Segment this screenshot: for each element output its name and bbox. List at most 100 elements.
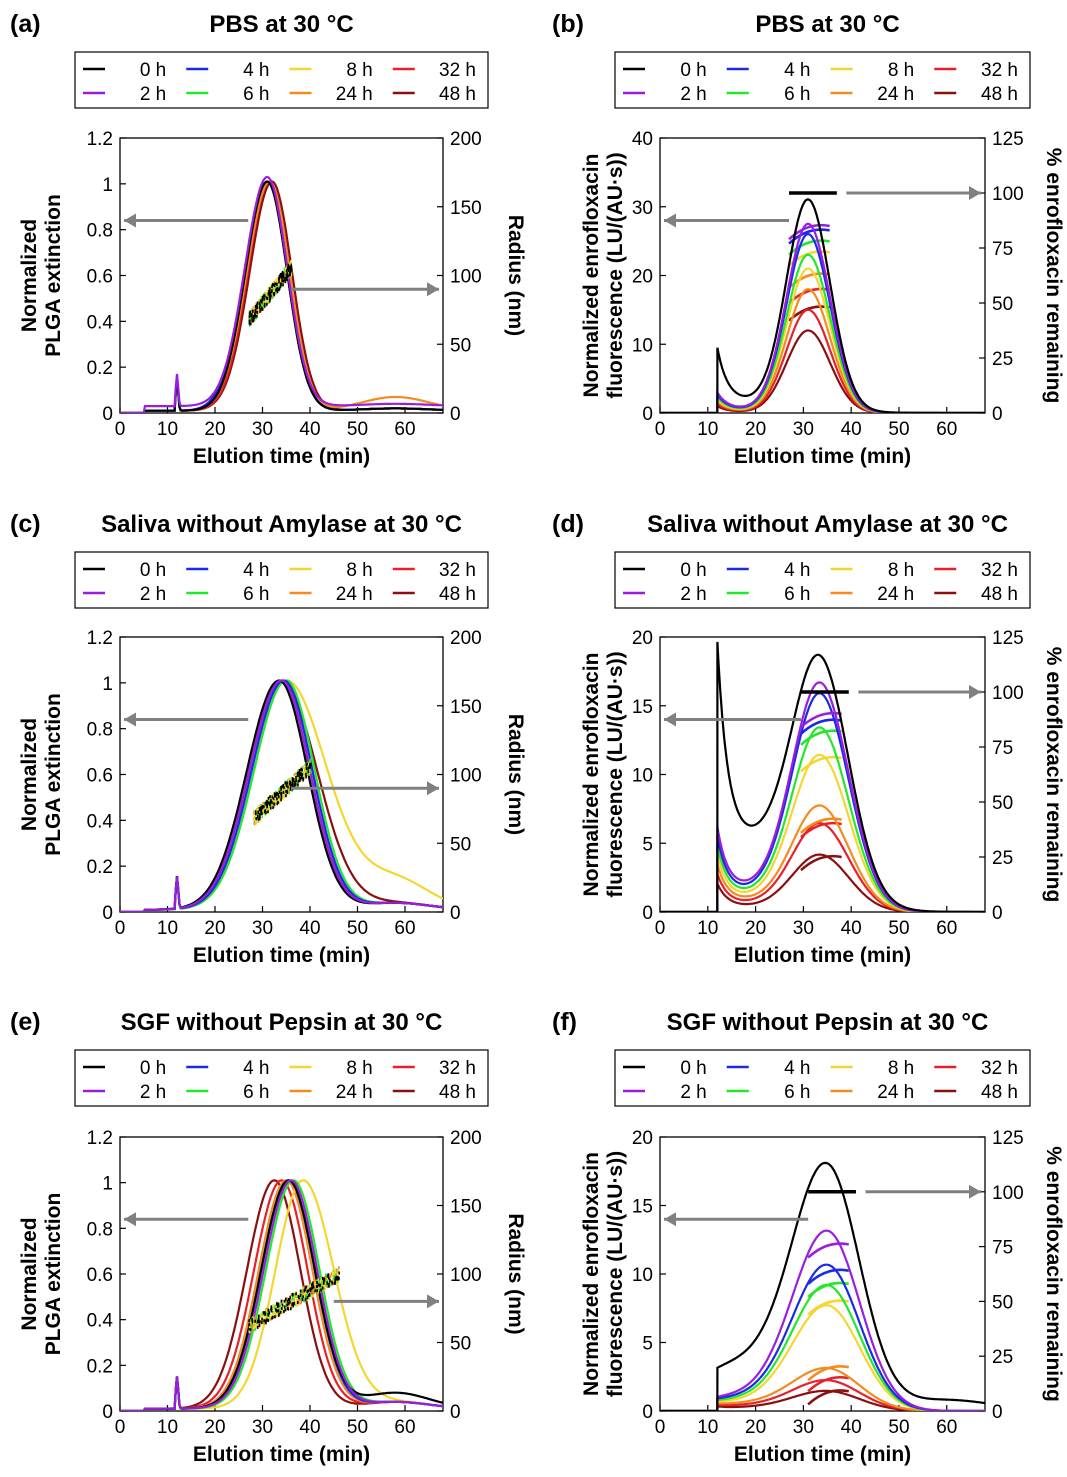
arrow-head (427, 1294, 439, 1309)
legend-label: 2 h (680, 584, 706, 605)
y2-tick-label: 50 (992, 294, 1013, 315)
x-tick-label: 0 (115, 419, 126, 440)
panel-c: (c) Saliva without Amylase at 30 °C 0 h 4 h… (10, 510, 527, 967)
y-tick-label: 20 (632, 267, 653, 288)
plot-frame (119, 636, 444, 913)
y-tick-label: 0.2 (87, 358, 113, 379)
plot-area (120, 679, 443, 912)
legend-label: 24 h (336, 584, 373, 605)
legend-label: 0 h (140, 560, 166, 581)
legend-label: 4 h (243, 560, 269, 581)
panel-a: (a) PBS at 30 °C 0 h 4 h 8 h 32 h 2 h 6 h 24 h 48… (10, 10, 527, 468)
x-tick-label: 30 (252, 419, 273, 440)
panel-title: SGF without Pepsin at 30 °C (667, 1009, 989, 1036)
y-tick-label: 0.6 (87, 267, 113, 288)
y-axis-label-line2: fluorescence (LU/(AU·s)) (604, 1151, 627, 1397)
y-tick-label: 0.8 (87, 221, 113, 242)
y-axis-label-line1: Normalized (18, 219, 41, 332)
y2-tick-label: 50 (450, 335, 471, 356)
percent-remaining-48h (807, 1389, 850, 1406)
y2-tick-label: 0 (450, 1402, 461, 1423)
y2-tick-label: 0 (992, 903, 1003, 924)
arrow-head (969, 1184, 981, 1199)
percent-remaining-4h (788, 228, 830, 245)
legend-label: 0 h (680, 560, 706, 581)
x-tick-label: 30 (793, 1417, 814, 1438)
series-line-48h (660, 329, 985, 413)
y-tick-label: 20 (632, 628, 653, 649)
legend-label: 32 h (981, 60, 1018, 81)
x-tick-label: 40 (299, 918, 320, 939)
legend-box (74, 551, 489, 609)
legend-label: 24 h (336, 1082, 373, 1103)
legend-label: 48 h (439, 584, 476, 605)
panel-letter: (a) (10, 10, 41, 38)
legend-label: 32 h (439, 1058, 476, 1079)
y2-tick-label: 100 (992, 1183, 1024, 1204)
y2-axis-label: Radius (nm) (504, 215, 527, 336)
y-axis-label-line2: PLGA extinction (42, 194, 65, 357)
x-axis-label: Elution time (min) (193, 1443, 370, 1466)
legend-label: 24 h (877, 1082, 914, 1103)
legend-label: 4 h (784, 1058, 810, 1079)
y-tick-label: 1 (102, 1174, 113, 1195)
x-axis-label: Elution time (min) (734, 445, 911, 468)
series-line-2h (120, 679, 443, 912)
legend-label: 48 h (981, 584, 1018, 605)
legend-label: 48 h (981, 1082, 1018, 1103)
x-tick-label: 40 (299, 1417, 320, 1438)
x-tick-label: 60 (394, 1417, 415, 1438)
plot-frame (659, 636, 986, 913)
radius-scatter-0h (248, 263, 293, 326)
y-axis-label-line1: Normalized enrofloxacin (580, 1152, 603, 1396)
legend-label: 8 h (888, 560, 914, 581)
y-tick-label: 30 (632, 198, 653, 219)
series-line-6h (120, 1179, 443, 1411)
y2-tick-label: 50 (992, 1292, 1013, 1313)
panel-f: (f) SGF without Pepsin at 30 °C 0 h 4 h 8 h 3… (552, 1008, 1065, 1466)
legend-label: 8 h (888, 60, 914, 81)
panel-letter: (b) (552, 10, 584, 38)
y-tick-label: 0.4 (87, 1311, 114, 1332)
legend-label: 4 h (784, 560, 810, 581)
x-tick-label: 10 (697, 918, 718, 939)
percent-remaining-6h (807, 1281, 850, 1298)
y-tick-label: 20 (632, 1128, 653, 1149)
arrow-head (427, 781, 439, 796)
plot-area (120, 175, 443, 413)
legend-label: 8 h (346, 60, 372, 81)
y-tick-label: 0 (642, 404, 653, 425)
x-tick-label: 60 (394, 918, 415, 939)
y2-tick-label: 125 (992, 129, 1024, 150)
y2-tick-label: 100 (450, 766, 482, 787)
plot-area (660, 191, 985, 413)
y2-tick-label: 25 (992, 349, 1013, 370)
panel-letter: (e) (10, 1008, 41, 1036)
legend-box (614, 1049, 1031, 1107)
panel-d: (d) Saliva without Amylase at 30 °C 0 h 4 h… (552, 510, 1065, 967)
plot-area (660, 641, 985, 912)
series-line-0h (660, 198, 985, 413)
y2-tick-label: 75 (992, 1238, 1013, 1259)
y2-tick-label: 200 (450, 628, 482, 649)
series-line-4h (120, 1179, 443, 1411)
y-axis-label-line2: fluorescence (LU/(AU·s)) (604, 152, 627, 398)
y2-tick-label: 150 (450, 1197, 482, 1218)
y-tick-label: 15 (632, 1197, 653, 1218)
x-tick-label: 0 (655, 419, 666, 440)
x-tick-label: 40 (841, 419, 862, 440)
x-tick-label: 30 (793, 918, 814, 939)
legend-label: 24 h (336, 84, 373, 105)
y-tick-label: 0.4 (87, 811, 114, 832)
legend-label: 48 h (439, 1082, 476, 1103)
legend-label: 24 h (877, 584, 914, 605)
series-line-32h (660, 821, 985, 912)
y2-tick-label: 100 (992, 184, 1024, 205)
y-tick-label: 10 (632, 766, 653, 787)
y-tick-label: 1 (102, 674, 113, 695)
y-axis-label-line2: PLGA extinction (42, 693, 65, 856)
y2-tick-label: 50 (450, 1334, 471, 1355)
x-tick-label: 50 (347, 918, 368, 939)
x-axis-label: Elution time (min) (734, 1443, 911, 1466)
y-tick-label: 1.2 (87, 628, 113, 649)
